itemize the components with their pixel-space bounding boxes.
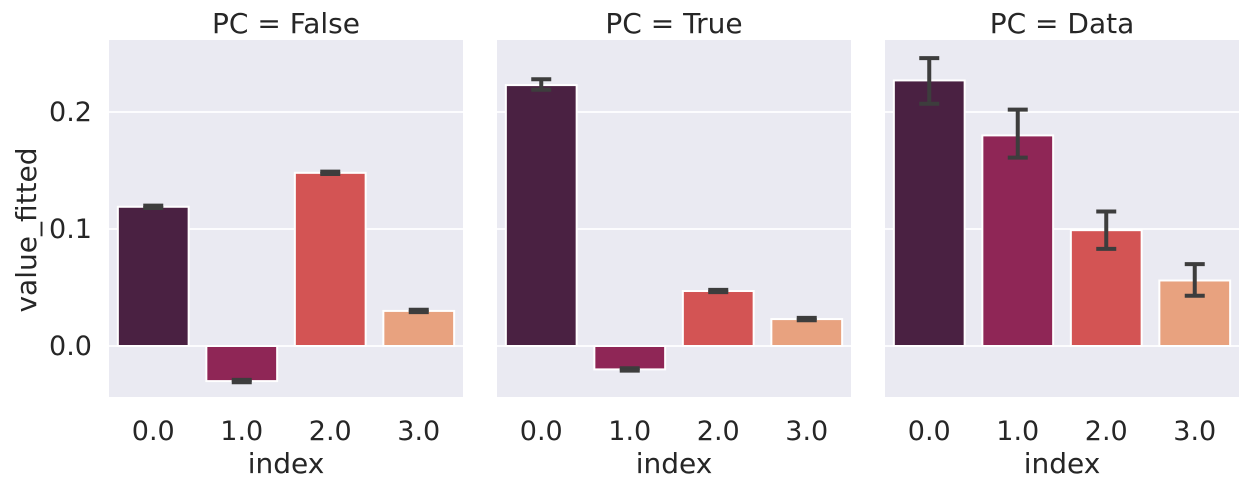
x-tick-label: 1.0 bbox=[220, 416, 263, 447]
x-axis-label: index bbox=[636, 447, 713, 480]
x-tick-label: 2.0 bbox=[309, 416, 352, 447]
panel-title: PC = Data bbox=[990, 7, 1135, 40]
bar bbox=[205, 345, 279, 383]
bar bbox=[382, 309, 456, 347]
y-tick-label: 0.2 bbox=[49, 97, 92, 128]
bar bbox=[981, 134, 1055, 347]
x-tick-label: 2.0 bbox=[1085, 416, 1128, 447]
bar bbox=[116, 205, 190, 347]
bar bbox=[593, 345, 667, 371]
x-tick-label: 1.0 bbox=[608, 416, 651, 447]
x-tick-label: 3.0 bbox=[785, 416, 828, 447]
bar bbox=[681, 290, 755, 348]
x-tick-label: 0.0 bbox=[132, 416, 175, 447]
y-tick-label: 0.0 bbox=[49, 331, 92, 362]
panel-title: PC = False bbox=[212, 7, 360, 40]
x-tick-label: 1.0 bbox=[996, 416, 1039, 447]
x-tick-label: 3.0 bbox=[397, 416, 440, 447]
bar bbox=[770, 318, 844, 347]
x-axis-label: index bbox=[248, 447, 325, 480]
y-tick-label: 0.1 bbox=[49, 214, 92, 245]
bar bbox=[504, 84, 578, 347]
x-tick-label: 0.0 bbox=[520, 416, 563, 447]
x-tick-label: 3.0 bbox=[1173, 416, 1216, 447]
x-tick-label: 0.0 bbox=[908, 416, 951, 447]
x-axis-label: index bbox=[1024, 447, 1101, 480]
bar bbox=[892, 79, 966, 347]
panel-title: PC = True bbox=[605, 7, 742, 40]
y-axis-label: value_fitted bbox=[10, 147, 43, 312]
bar bbox=[293, 171, 367, 347]
x-tick-label: 2.0 bbox=[697, 416, 740, 447]
